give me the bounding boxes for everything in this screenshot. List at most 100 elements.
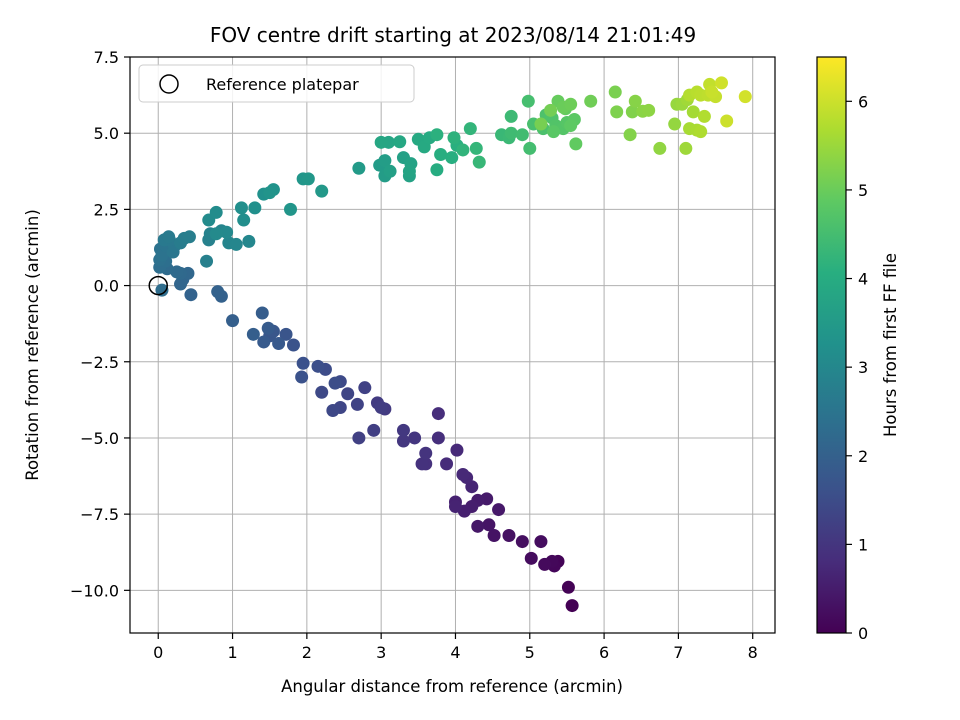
scatter-point <box>445 151 459 165</box>
scatter-point <box>450 443 464 457</box>
scatter-point <box>469 141 483 155</box>
scatter-point <box>393 135 407 149</box>
scatter-point <box>434 148 448 162</box>
scatter-point <box>315 385 329 399</box>
scatter-point <box>374 400 388 414</box>
scatter-point <box>504 109 518 123</box>
scatter-point <box>534 117 548 131</box>
scatter-point <box>547 125 561 139</box>
scatter-point <box>561 580 575 594</box>
scatter-point <box>431 431 445 445</box>
scatter-point <box>315 184 329 198</box>
scatter-point <box>697 109 711 123</box>
scatter-point <box>472 155 486 169</box>
scatter-point <box>431 407 445 421</box>
scatter-point <box>263 186 277 200</box>
scatter-point <box>584 94 598 108</box>
scatter-point <box>502 528 516 542</box>
x-tick-label: 1 <box>227 643 237 662</box>
scatter-point <box>295 370 309 384</box>
scatter-point <box>229 237 243 251</box>
x-tick-label: 4 <box>450 643 460 662</box>
scatter-point <box>378 154 392 168</box>
scatter-point <box>341 387 355 401</box>
scatter-point <box>714 76 728 90</box>
scatter-point <box>352 431 366 445</box>
scatter-point <box>544 103 558 117</box>
scatter-point <box>284 202 298 216</box>
scatter-point <box>610 105 624 119</box>
x-tick-label: 0 <box>153 643 163 662</box>
y-axis-ticks: 7.5 5.0 2.5 0.0 −2.5 −5.0 −7.5 −10.0 <box>70 48 130 600</box>
scatter-point <box>623 128 637 142</box>
scatter-point <box>463 122 477 136</box>
scatter-point <box>642 103 656 117</box>
legend: Reference platepar <box>138 64 415 103</box>
colorbar-tick-label: 1 <box>858 535 868 554</box>
scatter-point <box>564 119 578 133</box>
scatter-point <box>521 94 535 108</box>
scatter-point <box>720 114 734 128</box>
scatter-point <box>653 141 667 155</box>
legend-marker-icon <box>159 74 179 94</box>
scatter-point <box>396 434 410 448</box>
scatter-point <box>430 163 444 177</box>
scatter-point <box>182 230 196 244</box>
scatter-point <box>625 105 639 119</box>
scatter-point <box>383 164 397 178</box>
colorbar-label: Hours from first FF file <box>881 253 900 437</box>
scatter-point <box>456 468 470 482</box>
y-axis-label: Rotation from reference (arcmin) <box>23 209 42 481</box>
scatter-point <box>255 306 269 320</box>
scatter-point <box>408 431 422 445</box>
scatter-point <box>296 356 310 370</box>
scatter-point <box>272 336 286 350</box>
colorbar-tick-label: 5 <box>858 181 868 200</box>
colorbar-tick-label: 3 <box>858 358 868 377</box>
scatter-point <box>326 404 340 418</box>
scatter-point <box>328 376 342 390</box>
scatter-point <box>515 535 529 549</box>
x-tick-label: 5 <box>525 643 535 662</box>
scatter-point <box>261 321 275 335</box>
scatter-point <box>456 143 470 157</box>
colorbar-tick-label: 4 <box>858 270 868 289</box>
y-tick-label: −2.5 <box>80 353 119 372</box>
scatter-point <box>374 135 388 149</box>
scatter-point <box>504 126 518 140</box>
scatter-point <box>301 172 315 186</box>
scatter-point <box>257 335 271 349</box>
scatter-point <box>352 161 366 175</box>
colorbar-tick-label: 0 <box>858 624 868 643</box>
scatter-point <box>569 137 583 151</box>
scatter-point <box>246 327 260 341</box>
colorbar-tick-label: 2 <box>858 447 868 466</box>
scatter-point <box>524 551 538 565</box>
y-tick-label: 7.5 <box>94 48 119 67</box>
legend-entry: Reference platepar <box>206 75 359 94</box>
scatter-point <box>396 423 410 437</box>
scatter-point <box>311 359 325 373</box>
scatter-point <box>350 397 364 411</box>
data-points <box>153 76 752 613</box>
colorbar-frame <box>816 56 847 634</box>
scatter-point <box>686 105 700 119</box>
x-tick-label: 8 <box>748 643 758 662</box>
y-tick-label: 0.0 <box>94 277 119 296</box>
legend-box <box>138 64 415 103</box>
scatter-point <box>220 225 234 239</box>
scatter-point <box>184 288 198 302</box>
scatter-point <box>705 85 719 99</box>
scatter-point <box>234 201 248 215</box>
scatter-point <box>415 457 429 471</box>
scatter-point <box>515 128 529 142</box>
scatter-point <box>608 85 622 99</box>
x-axis-label: Angular distance from reference (arcmin) <box>281 677 623 696</box>
scatter-point <box>679 141 693 155</box>
scatter-point <box>534 535 548 549</box>
scatter-point <box>162 230 176 244</box>
scatter-point <box>209 205 223 219</box>
x-tick-label: 7 <box>673 643 683 662</box>
scatter-point <box>430 128 444 142</box>
